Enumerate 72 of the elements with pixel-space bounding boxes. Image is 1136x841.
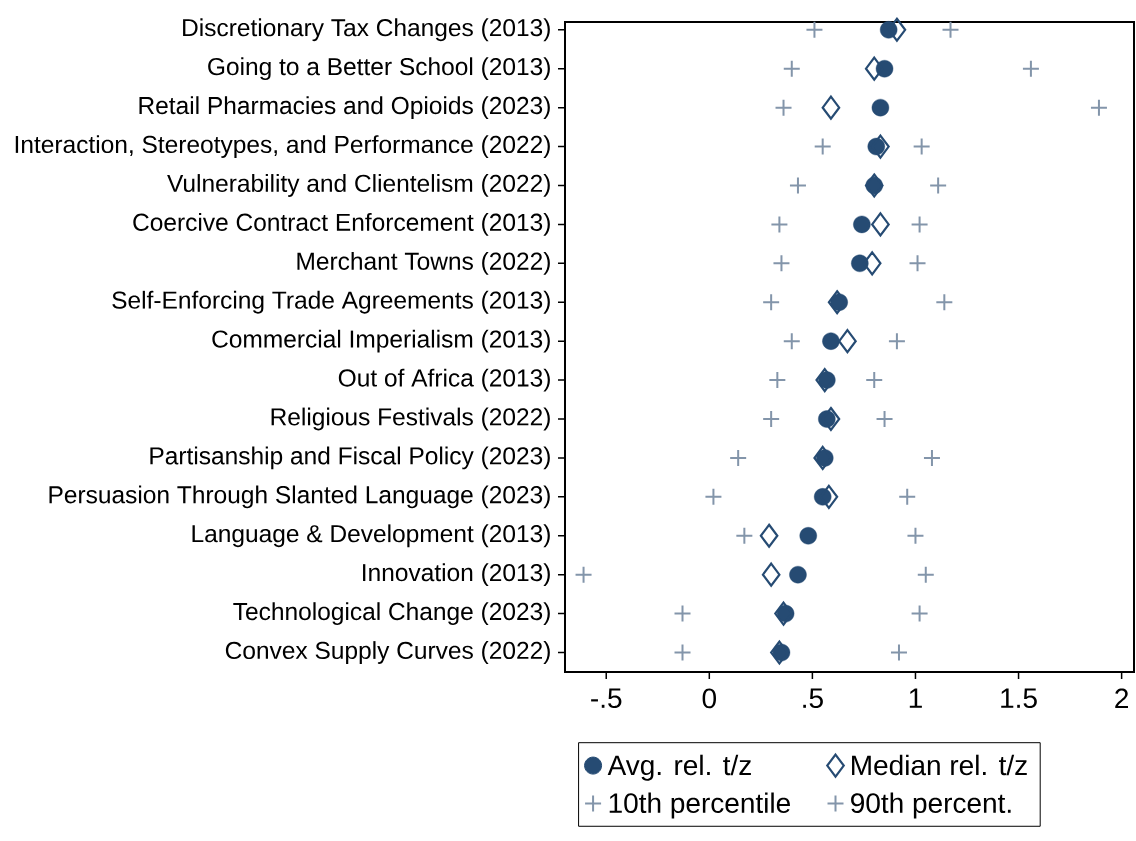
- legend-label: Median rel. t/z: [852, 754, 1027, 776]
- point: [916, 565, 935, 584]
- point: [789, 565, 807, 584]
- point: [729, 448, 748, 467]
- y-tick-label: Commercial Imperialism (2013): [212, 329, 550, 353]
- point: [772, 254, 791, 273]
- y-tick-label: Out of Africa (2013): [338, 368, 550, 392]
- point: [574, 565, 593, 584]
- point: [813, 137, 832, 156]
- point: [761, 562, 781, 587]
- point: [782, 332, 801, 351]
- point: [941, 20, 960, 39]
- x-tick-label: 1: [909, 688, 922, 708]
- point: [887, 332, 906, 351]
- point: [929, 176, 948, 195]
- point: [673, 604, 692, 623]
- y-tick-label: Self-Enforcing Trade Agreements (2013): [112, 290, 550, 314]
- point: [908, 254, 927, 273]
- y-tick-label: Vulnerability and Clientelism (2022): [167, 174, 550, 197]
- y-tick-label: Partisanship and Fiscal Policy (2023): [150, 446, 550, 470]
- x-tick-label: -.5: [591, 688, 622, 709]
- point: [912, 137, 931, 156]
- point: [922, 448, 941, 467]
- point: [762, 293, 781, 312]
- point: [770, 215, 789, 234]
- legend-label: Avg. rel. t/z: [607, 754, 751, 781]
- point: [865, 371, 884, 390]
- point: [910, 215, 929, 234]
- legend-label: 10th percentile: [609, 792, 790, 819]
- point: [871, 212, 890, 237]
- point: [889, 643, 908, 662]
- point: [788, 176, 807, 195]
- point: [805, 20, 824, 39]
- y-tick-label: Technological Change (2023): [233, 602, 550, 626]
- y-tick-label: Discretionary Tax Changes (2013): [183, 18, 550, 42]
- point: [799, 527, 817, 545]
- y-tick-label: Retail Pharmacies and Opioids (2023): [139, 96, 550, 120]
- point: [704, 487, 723, 506]
- x-tick-label: 1.5: [1001, 688, 1037, 709]
- point: [875, 410, 894, 428]
- legend-label: 90th percent.: [851, 792, 1011, 819]
- y-tick-label: Convex Supply Curves (2022): [225, 641, 550, 664]
- point: [910, 604, 929, 623]
- point: [774, 98, 793, 117]
- y-tick-label: Going to a Better School (2013): [208, 57, 550, 81]
- point: [759, 523, 779, 548]
- y-tick-label: Religious Festivals (2022): [271, 407, 550, 431]
- point: [768, 371, 787, 390]
- point: [673, 643, 692, 662]
- point: [906, 526, 925, 545]
- point: [838, 329, 857, 354]
- point: [1021, 59, 1040, 78]
- point: [822, 332, 840, 350]
- point: [935, 293, 954, 312]
- point: [762, 410, 781, 428]
- x-tick-label: .5: [803, 688, 823, 709]
- point: [735, 526, 754, 545]
- y-tick-label: Interaction, Stereotypes, and Performance (2022): [15, 135, 550, 158]
- point: [851, 254, 869, 273]
- point: [871, 98, 890, 117]
- y-tick-label: Coercive Contract Enforcement (2013): [133, 212, 550, 236]
- point: [1089, 98, 1108, 117]
- point: [821, 95, 841, 120]
- y-tick-label: Innovation (2013): [363, 563, 550, 587]
- y-tick-label: Merchant Towns (2022): [297, 251, 550, 275]
- y-tick-label: Language & Development (2013): [192, 524, 550, 548]
- x-tick-label: 2: [1115, 688, 1128, 709]
- point: [782, 59, 801, 78]
- y-tick-label: Persuasion Through Slanted Language (2023): [49, 485, 550, 509]
- x-tick-label: 0: [702, 688, 716, 709]
- point: [898, 487, 917, 506]
- point: [853, 215, 871, 234]
